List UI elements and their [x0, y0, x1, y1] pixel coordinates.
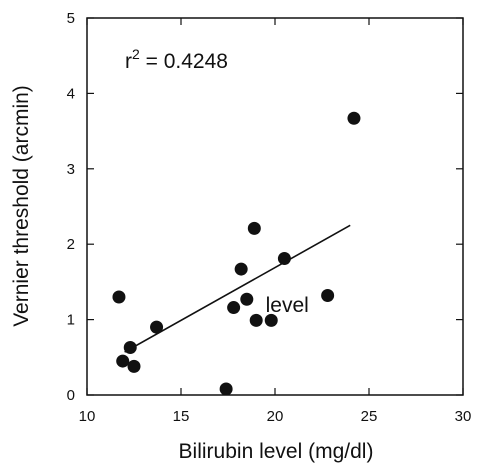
plot-frame — [86, 17, 464, 396]
data-point — [116, 354, 130, 368]
data-point — [249, 313, 263, 327]
data-point — [127, 359, 141, 373]
data-point — [112, 290, 126, 304]
data-point — [219, 382, 233, 396]
y-tick-label: 2 — [67, 236, 75, 253]
axis-ticks: 10 15 20 25 30 0 1 2 3 4 5 — [67, 10, 472, 425]
regression-line-group — [124, 224, 351, 353]
data-points — [112, 111, 361, 396]
level-annotation: level — [266, 294, 309, 317]
y-tick-label: 5 — [67, 10, 75, 27]
y-tick-label: 4 — [67, 85, 75, 102]
data-point — [264, 313, 278, 327]
data-point — [240, 292, 254, 306]
y-tick-label: 1 — [67, 312, 75, 329]
data-point — [150, 320, 164, 334]
data-point — [247, 221, 261, 235]
data-point — [227, 301, 241, 315]
x-tick-label: 30 — [455, 408, 472, 425]
x-axis-title: Bilirubin level (mg/dl) — [179, 440, 374, 463]
y-axis-title: Vernier threshold (arcmin) — [10, 85, 33, 327]
data-point — [234, 262, 248, 276]
y-tick-label: 0 — [67, 387, 75, 404]
x-tick-label: 25 — [361, 408, 378, 425]
data-point — [123, 340, 137, 354]
regression-line — [124, 224, 351, 353]
x-tick-label: 20 — [267, 408, 284, 425]
x-tick-label: 15 — [173, 408, 190, 425]
y-tick-label: 3 — [67, 161, 75, 178]
data-point — [277, 252, 291, 266]
data-point — [321, 288, 335, 302]
data-point — [347, 111, 361, 125]
x-tick-label: 10 — [79, 408, 96, 425]
r-squared-annotation: r2 = 0.4248 — [125, 46, 228, 73]
